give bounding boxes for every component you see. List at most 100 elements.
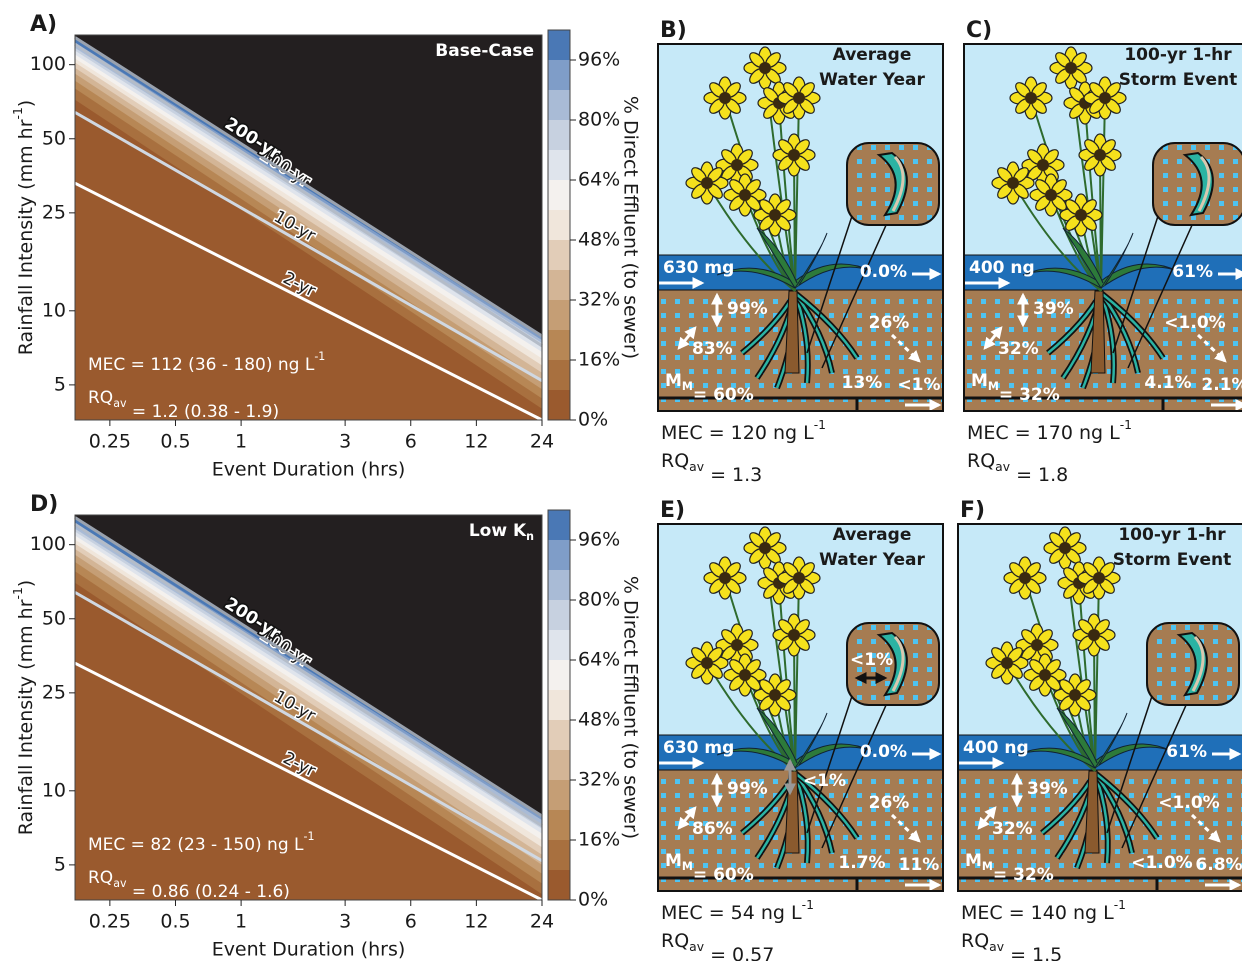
colorbar-title: % Direct Effluent (to sewer) xyxy=(620,96,642,359)
colorbar-tick-label: 0% xyxy=(578,889,608,911)
flux-label: 630 mg xyxy=(663,738,734,758)
colorbar-step xyxy=(548,180,570,210)
mass-fraction-part: M xyxy=(665,851,682,871)
mec-label-part: -1 xyxy=(802,898,814,912)
rq-annotation-part: = 1.2 (0.38 - 1.9) xyxy=(127,402,280,422)
colorbar-step xyxy=(548,870,570,900)
y-tick-label: 100 xyxy=(30,53,66,75)
mec-label-part: MEC = 140 ng L xyxy=(961,902,1114,924)
rq-label-part: RQ xyxy=(661,930,689,952)
flux-label: 99% xyxy=(727,779,768,799)
mec-label: MEC = 140 ng L-1 xyxy=(961,898,1126,924)
scenario-label-part: n xyxy=(526,530,534,543)
flower xyxy=(1060,194,1102,236)
flux-label: 6.8% xyxy=(1195,855,1242,875)
scenario-label-part: Low K xyxy=(469,521,527,541)
panel-label: B) xyxy=(660,18,687,43)
rq-label-part: RQ xyxy=(661,450,689,472)
flower xyxy=(773,614,815,656)
x-tick-label: 0.25 xyxy=(89,431,131,453)
flower xyxy=(992,162,1034,204)
flux-label: 61% xyxy=(1166,742,1207,762)
flux-label: 4.1% xyxy=(1144,373,1191,393)
mass-fraction-part: M xyxy=(665,371,682,391)
y-axis-title: Rainfall Intensity (mm hr-1) xyxy=(11,580,37,835)
mec-label-part: -1 xyxy=(814,418,826,432)
x-axis-title: Event Duration (hrs) xyxy=(212,459,406,481)
y-tick-label: 25 xyxy=(42,681,66,703)
mec-label: MEC = 170 ng L-1 xyxy=(967,418,1132,444)
mec-label-part: -1 xyxy=(1120,418,1132,432)
scenario-label: Low Kn xyxy=(469,521,534,543)
flower xyxy=(704,77,746,119)
colorbar-tick-label: 96% xyxy=(578,529,620,551)
y-axis-title-part: ) xyxy=(15,100,37,107)
mec-annotation-part: -1 xyxy=(304,830,315,843)
flux-label: 83% xyxy=(692,339,733,359)
panel-title: 100-yr 1-hr xyxy=(1118,525,1226,545)
colorbar-tick-label: 16% xyxy=(578,829,620,851)
rq-label-part: av xyxy=(995,460,1010,474)
rq-annotation-part: = 0.86 (0.24 - 1.6) xyxy=(127,882,290,902)
colorbar-tick-label: 64% xyxy=(578,169,620,191)
rq-label: RQav = 1.8 xyxy=(967,450,1068,486)
rq-annotation-part: RQ xyxy=(88,868,113,888)
flower xyxy=(986,642,1028,684)
flower xyxy=(1073,614,1115,656)
flux-label: <1% xyxy=(897,375,940,395)
x-tick-label: 1 xyxy=(235,431,247,453)
mec-label: MEC = 54 ng L-1 xyxy=(661,898,814,924)
colorbar-step xyxy=(548,360,570,390)
colorbar-tick-label: 80% xyxy=(578,109,620,131)
flux-label: 1.7% xyxy=(838,853,885,873)
y-axis-title-part: ) xyxy=(15,580,37,587)
flux-label: 13% xyxy=(842,373,883,393)
colorbar-step xyxy=(548,510,570,540)
rq-annotation-part: RQ xyxy=(88,388,113,408)
y-axis-title-part: Rainfall Intensity (mm hr xyxy=(15,119,37,355)
y-axis-title: Rainfall Intensity (mm hr-1) xyxy=(11,100,37,355)
x-tick-label: 3 xyxy=(339,431,351,453)
scenario-label-part: Base-Case xyxy=(435,41,534,61)
colorbar-tick-label: 16% xyxy=(578,349,620,371)
flux-label: 39% xyxy=(1033,299,1074,319)
flower xyxy=(1054,674,1096,716)
mass-fraction-part: M xyxy=(982,860,993,873)
y-axis-title-part: -1 xyxy=(11,107,25,119)
panel-label: A) xyxy=(30,12,57,37)
x-tick-label: 12 xyxy=(464,431,488,453)
flux-label: 61% xyxy=(1172,262,1213,282)
panel-title: Water Year xyxy=(819,550,925,570)
mass-fraction-part: M xyxy=(971,371,988,391)
colorbar-step xyxy=(548,60,570,90)
y-tick-label: 10 xyxy=(42,299,66,321)
flower xyxy=(778,557,820,599)
mec-label: MEC = 120 ng L-1 xyxy=(661,418,826,444)
x-tick-label: 6 xyxy=(405,911,417,933)
mass-fraction-part: = 60% xyxy=(693,385,754,405)
colorbar-step xyxy=(548,30,570,60)
figure: 2-yr10-yr100-yr200-yr0.250.5136122451025… xyxy=(0,0,1242,961)
flux-label: <1% xyxy=(850,650,893,670)
flower xyxy=(778,77,820,119)
colorbar-step xyxy=(548,270,570,300)
colorbar-tick-label: 96% xyxy=(578,49,620,71)
colorbar-step xyxy=(548,540,570,570)
colorbar-step xyxy=(548,90,570,120)
rq-label-part: = 0.57 xyxy=(704,944,774,961)
mass-fraction-part: M xyxy=(965,851,982,871)
colorbar-tick-label: 80% xyxy=(578,589,620,611)
x-tick-label: 0.25 xyxy=(89,911,131,933)
panel-title: Storm Event xyxy=(1119,70,1238,90)
rq-label: RQav = 0.57 xyxy=(661,930,774,961)
x-tick-label: 24 xyxy=(530,431,554,453)
flux-label: 630 mg xyxy=(663,258,734,278)
flux-label: 86% xyxy=(692,819,733,839)
mass-fraction-part: = 60% xyxy=(693,865,754,885)
flux-label: 11% xyxy=(899,855,940,875)
rq-label-part: av xyxy=(689,460,704,474)
y-tick-label: 50 xyxy=(42,607,66,629)
x-tick-label: 6 xyxy=(405,431,417,453)
flux-label: <1.0% xyxy=(1131,853,1192,873)
